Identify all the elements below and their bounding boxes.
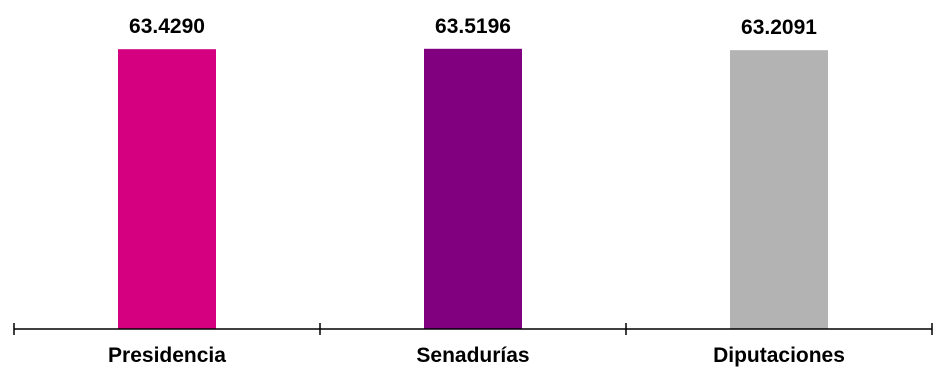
bar [730,50,828,330]
data-label: 63.2091 [741,16,817,39]
bars-group [118,48,828,330]
bar [118,49,216,329]
data-label: 63.4290 [129,15,205,38]
category-label: Presidencia [108,344,226,367]
bar [424,48,522,329]
category-label: Senadurías [416,344,529,367]
category-labels-group: Presidencia Senadurías Diputaciones [108,344,845,367]
value-labels-group: 63.4290 63.5196 63.2091 [129,15,817,39]
data-label: 63.5196 [435,15,511,38]
x-axis-ticks [13,323,933,335]
category-label: Diputaciones [713,344,845,367]
